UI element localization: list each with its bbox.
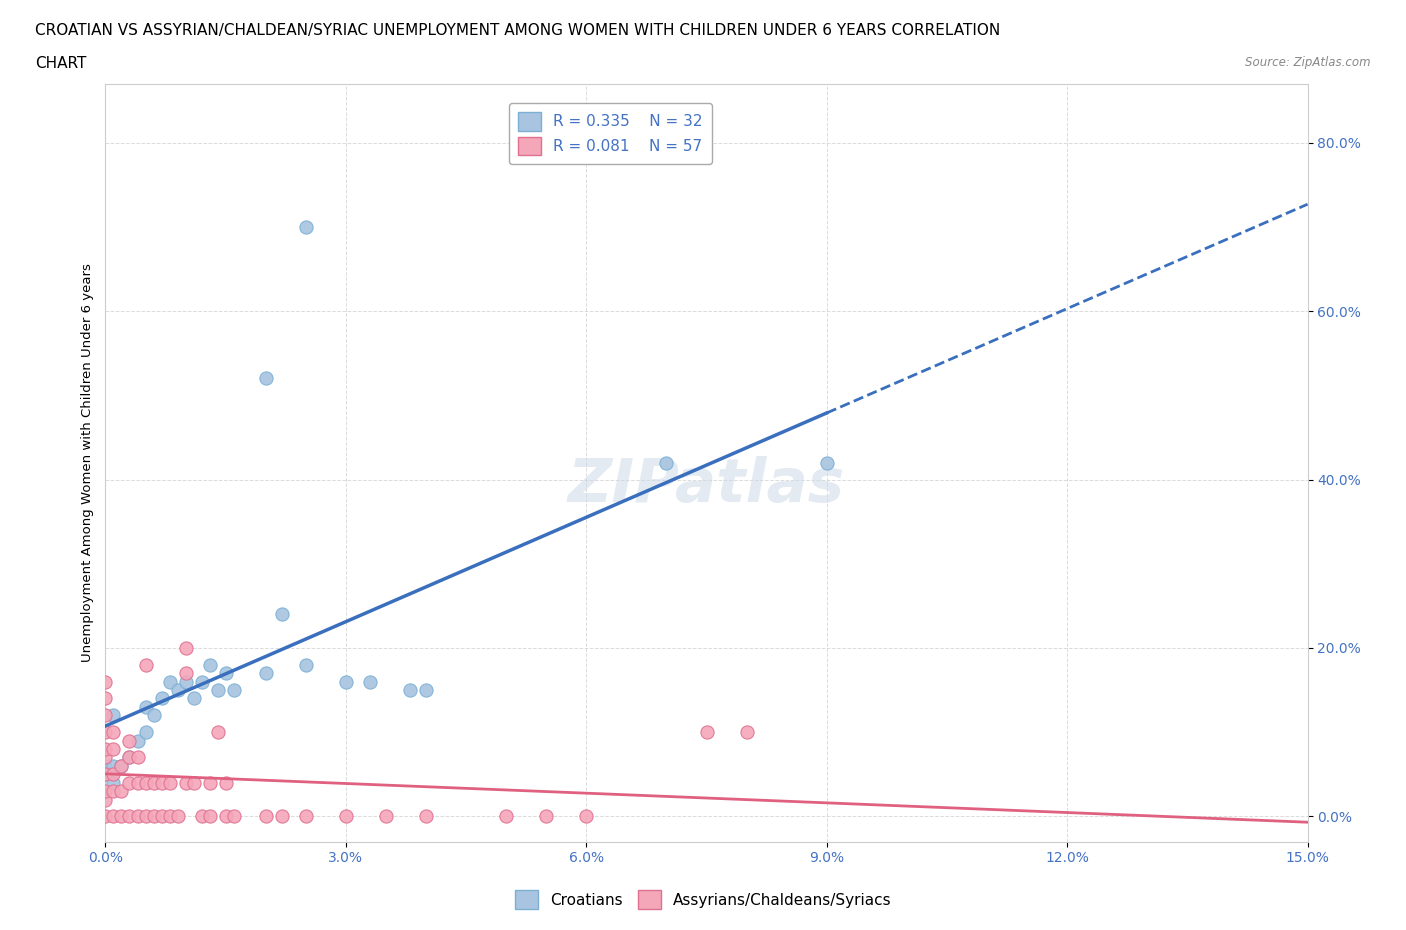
Point: [127, 733, 149, 748]
Point: [359, 674, 381, 689]
Point: [159, 674, 181, 689]
Point: [103, 724, 125, 739]
Point: [118, 733, 141, 748]
Text: Source: ZipAtlas.com: Source: ZipAtlas.com: [1246, 56, 1371, 69]
Point: [103, 708, 125, 723]
Point: [135, 724, 157, 739]
Y-axis label: Unemployment Among Women with Children Under 6 years: Unemployment Among Women with Children U…: [82, 263, 94, 662]
Point: [94, 691, 117, 706]
Point: [207, 724, 229, 739]
Point: [696, 724, 718, 739]
Point: [94, 724, 117, 739]
Point: [150, 691, 173, 706]
Point: [94, 750, 117, 764]
Point: [103, 741, 125, 756]
Point: [174, 776, 197, 790]
Point: [103, 776, 125, 790]
Point: [735, 724, 758, 739]
Point: [118, 750, 141, 764]
Point: [399, 683, 422, 698]
Point: [222, 683, 245, 698]
Point: [135, 776, 157, 790]
Point: [135, 809, 157, 824]
Point: [174, 674, 197, 689]
Point: [415, 809, 437, 824]
Point: [94, 708, 117, 723]
Point: [94, 767, 117, 782]
Text: ZIPatlas: ZIPatlas: [568, 456, 845, 515]
Point: [150, 809, 173, 824]
Point: [166, 683, 188, 698]
Point: [94, 792, 117, 807]
Point: [575, 809, 598, 824]
Point: [110, 784, 132, 799]
Point: [103, 759, 125, 774]
Point: [655, 456, 678, 471]
Point: [103, 767, 125, 782]
Point: [495, 809, 517, 824]
Text: CHART: CHART: [35, 56, 87, 71]
Point: [166, 809, 188, 824]
Point: [135, 699, 157, 714]
Point: [534, 809, 557, 824]
Point: [103, 809, 125, 824]
Point: [335, 809, 357, 824]
Point: [159, 776, 181, 790]
Point: [222, 809, 245, 824]
Point: [94, 741, 117, 756]
Point: [214, 776, 236, 790]
Point: [150, 776, 173, 790]
Point: [254, 666, 277, 681]
Point: [110, 759, 132, 774]
Point: [374, 809, 398, 824]
Point: [118, 750, 141, 764]
Point: [198, 658, 221, 672]
Point: [295, 658, 318, 672]
Point: [94, 809, 117, 824]
Point: [110, 809, 132, 824]
Legend: Croatians, Assyrians/Chaldeans/Syriacs: Croatians, Assyrians/Chaldeans/Syriacs: [509, 884, 897, 915]
Point: [198, 809, 221, 824]
Point: [94, 674, 117, 689]
Point: [174, 641, 197, 656]
Point: [415, 683, 437, 698]
Point: [207, 683, 229, 698]
Point: [214, 666, 236, 681]
Point: [270, 809, 292, 824]
Point: [159, 809, 181, 824]
Point: [127, 809, 149, 824]
Point: [174, 666, 197, 681]
Point: [142, 708, 165, 723]
Point: [254, 371, 277, 386]
Point: [183, 691, 205, 706]
Legend: R = 0.335    N = 32, R = 0.081    N = 57: R = 0.335 N = 32, R = 0.081 N = 57: [509, 102, 711, 165]
Point: [118, 809, 141, 824]
Point: [103, 784, 125, 799]
Point: [94, 767, 117, 782]
Point: [335, 674, 357, 689]
Point: [183, 776, 205, 790]
Point: [295, 219, 318, 234]
Point: [142, 776, 165, 790]
Point: [135, 658, 157, 672]
Point: [94, 784, 117, 799]
Point: [254, 809, 277, 824]
Point: [815, 456, 838, 471]
Point: [190, 809, 212, 824]
Point: [198, 776, 221, 790]
Point: [94, 759, 117, 774]
Text: CROATIAN VS ASSYRIAN/CHALDEAN/SYRIAC UNEMPLOYMENT AMONG WOMEN WITH CHILDREN UNDE: CROATIAN VS ASSYRIAN/CHALDEAN/SYRIAC UNE…: [35, 23, 1001, 38]
Point: [118, 776, 141, 790]
Point: [270, 607, 292, 622]
Point: [214, 809, 236, 824]
Point: [142, 809, 165, 824]
Point: [190, 674, 212, 689]
Point: [295, 809, 318, 824]
Point: [127, 776, 149, 790]
Point: [127, 750, 149, 764]
Point: [110, 759, 132, 774]
